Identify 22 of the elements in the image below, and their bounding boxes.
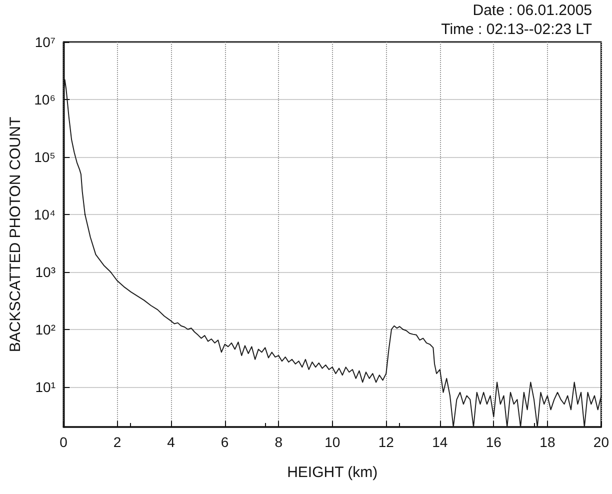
y-tick-label: 10¹ bbox=[35, 378, 56, 395]
y-tick-label: 10⁵ bbox=[34, 148, 56, 165]
y-tick-label: 10² bbox=[35, 321, 56, 338]
x-tick-label: 8 bbox=[274, 434, 283, 450]
text: Time : 02:13--02:23 LT bbox=[441, 21, 592, 38]
x-tick-label: 12 bbox=[378, 434, 394, 450]
y-axis-title: BACKSCATTED PHOTON COUNT bbox=[7, 116, 24, 352]
x-tick-label: 2 bbox=[113, 434, 122, 450]
x-tick-label: 6 bbox=[220, 434, 229, 450]
x-tick-label: 16 bbox=[486, 434, 502, 450]
y-tick-label: 10⁶ bbox=[34, 91, 56, 108]
x-tick-label: 4 bbox=[167, 434, 176, 450]
y-tick-label: 10⁷ bbox=[34, 34, 56, 50]
x-tick-label: 0 bbox=[60, 434, 68, 450]
text: Date : 06.01.2005 bbox=[472, 2, 592, 19]
x-tick-label: 10 bbox=[324, 434, 340, 450]
y-tick-label: 10³ bbox=[35, 264, 56, 280]
y-tick-label: 10⁴ bbox=[34, 206, 56, 222]
x-axis-title: HEIGHT (km) bbox=[287, 464, 378, 481]
x-tick-label: 18 bbox=[540, 434, 556, 450]
x-tick-label: 14 bbox=[432, 434, 448, 450]
x-tick-label: 20 bbox=[593, 434, 610, 450]
